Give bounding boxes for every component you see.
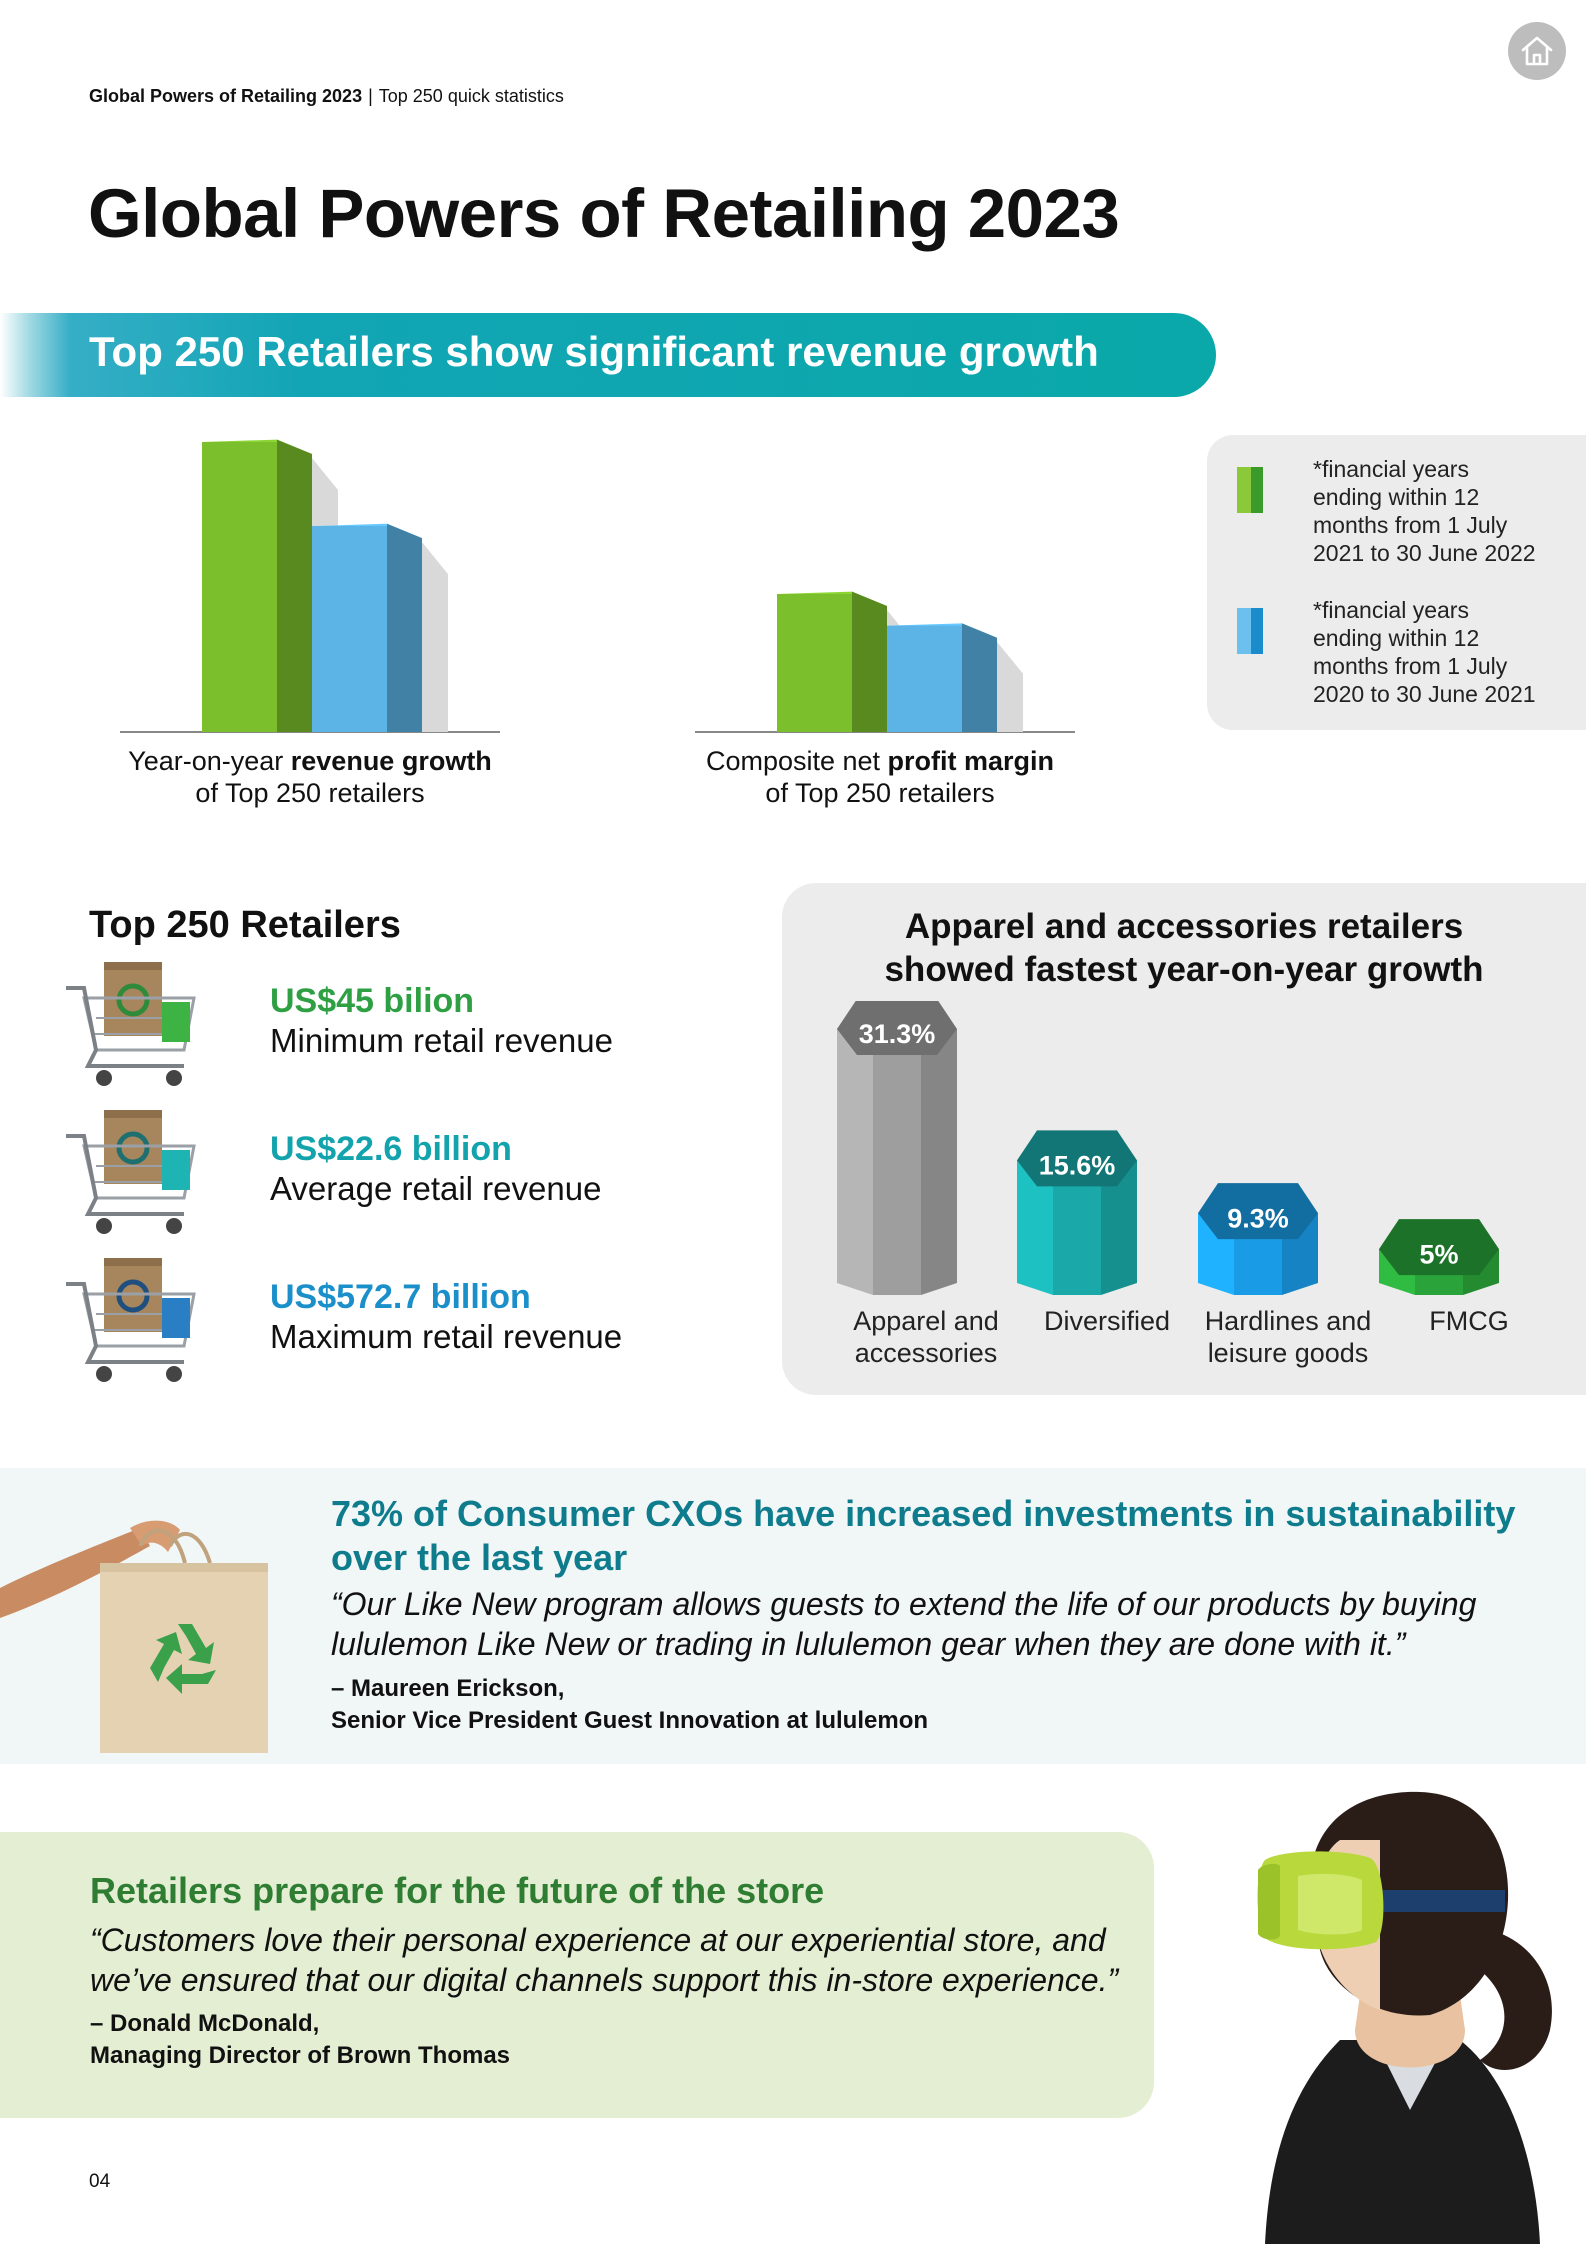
breadcrumb-title: Global Powers of Retailing 2023 bbox=[89, 86, 363, 106]
sustainability-quote: “Our Like New program allows guests to e… bbox=[331, 1584, 1571, 1664]
breadcrumb-section: Top 250 quick statistics bbox=[378, 86, 564, 106]
data-label: 5% bbox=[1419, 1239, 1458, 1269]
chart-bar bbox=[312, 523, 448, 732]
attribution-line: – Maureen Erickson, bbox=[331, 1675, 565, 1702]
legend-text: *financial years ending within 12 months… bbox=[1313, 596, 1573, 708]
quote-line: we’ve ensured that our digital channels … bbox=[90, 1962, 1119, 1998]
section-banner: Top 250 Retailers show significant reven… bbox=[0, 313, 1216, 397]
breadcrumb-separator: | bbox=[368, 86, 373, 106]
future-store-section: Retailers prepare for the future of the … bbox=[0, 1832, 1154, 2118]
banner-text: Top 250 Retailers show significant reven… bbox=[89, 328, 1099, 375]
profit-margin-chart bbox=[695, 591, 1075, 733]
revenue-growth-chart bbox=[120, 439, 500, 733]
category-label: Diversified bbox=[1012, 1305, 1202, 1337]
quote-line: “Customers love their personal experienc… bbox=[90, 1922, 1106, 1958]
quote-line: “Our Like New program allows guests to e… bbox=[331, 1586, 1477, 1622]
category-bar bbox=[837, 1001, 957, 1295]
data-label: 31.3% bbox=[859, 1019, 936, 1049]
legend-line: *financial years bbox=[1313, 456, 1469, 482]
future-store-quote: “Customers love their personal experienc… bbox=[90, 1920, 1140, 2000]
stat-label: Average retail revenue bbox=[270, 1170, 602, 1207]
shopping-cart-icon bbox=[66, 1258, 196, 1382]
legend-swatch-blue bbox=[1237, 608, 1263, 654]
attribution-line: Managing Director of Brown Thomas bbox=[90, 2042, 511, 2069]
future-store-heading: Retailers prepare for the future of the … bbox=[90, 1870, 825, 1911]
chart-bar bbox=[887, 623, 1023, 732]
page-title: Global Powers of Retailing 2023 bbox=[88, 175, 1120, 252]
stat-value: US$572.7 billion bbox=[270, 1278, 531, 1316]
category-bar bbox=[1379, 1219, 1499, 1295]
stat-value: US$45 bilion bbox=[270, 982, 475, 1020]
recycle-bag-icon bbox=[0, 1520, 268, 1753]
category-growth-title: Apparel and accessories retailers showed… bbox=[782, 905, 1586, 991]
home-button[interactable] bbox=[1508, 22, 1566, 80]
vr-headset-person-icon bbox=[1257, 1791, 1552, 2244]
legend-line: ending within 12 bbox=[1313, 484, 1480, 510]
caption-line2: of Top 250 retailers bbox=[765, 778, 995, 808]
category-growth-panel: Apparel and accessories retailers showed… bbox=[782, 883, 1586, 1395]
legend-line: 2020 to 30 June 2021 bbox=[1313, 681, 1536, 707]
shopping-cart-icon bbox=[66, 1110, 196, 1234]
heading-line: over the last year bbox=[331, 1537, 628, 1578]
category-label-line: Diversified bbox=[1043, 1306, 1171, 1336]
category-bar bbox=[1017, 1130, 1137, 1295]
category-label-line: accessories bbox=[854, 1338, 998, 1368]
shopping-cart-icon bbox=[66, 962, 196, 1086]
attribution-line: Senior Vice President Guest Innovation a… bbox=[331, 1707, 929, 1734]
legend-text: *financial years ending within 12 months… bbox=[1313, 455, 1573, 567]
legend-line: months from 1 July bbox=[1313, 512, 1508, 538]
breadcrumb: Global Powers of Retailing 2023 | Top 250 … bbox=[89, 86, 564, 107]
chart-legend: *financial years ending within 12 months… bbox=[1207, 435, 1586, 730]
title-line: showed fastest year-on-year growth bbox=[884, 950, 1484, 989]
sustainability-attribution: – Maureen Erickson, Senior Vice Presiden… bbox=[331, 1673, 928, 1737]
legend-line: *financial years bbox=[1313, 597, 1469, 623]
data-label: 15.6% bbox=[1039, 1151, 1116, 1181]
stat-label: Minimum retail revenue bbox=[270, 1022, 613, 1059]
title-line: Apparel and accessories retailers bbox=[904, 907, 1464, 946]
caption-pre: Composite net bbox=[705, 746, 888, 776]
caption-bold: revenue growth bbox=[290, 746, 492, 776]
category-label-line: leisure goods bbox=[1207, 1338, 1369, 1368]
attribution-line: – Donald McDonald, bbox=[90, 2010, 320, 2037]
sustainability-section: 73% of Consumer CXOs have increased inve… bbox=[0, 1468, 1586, 1764]
category-bar bbox=[1198, 1183, 1318, 1295]
profit-margin-caption: Composite net profit margin of Top 250 r… bbox=[650, 745, 1110, 809]
sustainability-heading: 73% of Consumer CXOs have increased inve… bbox=[331, 1492, 1561, 1580]
stat-value: US$22.6 billion bbox=[270, 1130, 512, 1168]
home-icon bbox=[1521, 36, 1553, 66]
caption-pre: Year-on-year bbox=[128, 746, 291, 776]
heading-line: 73% of Consumer CXOs have increased inve… bbox=[331, 1493, 1516, 1534]
future-store-attribution: – Donald McDonald, Managing Director of … bbox=[90, 2008, 510, 2072]
category-label: Hardlines and leisure goods bbox=[1193, 1305, 1383, 1369]
legend-line: ending within 12 bbox=[1313, 625, 1480, 651]
category-label-line: FMCG bbox=[1429, 1306, 1509, 1336]
category-label-line: Apparel and bbox=[853, 1306, 999, 1336]
caption-bold: profit margin bbox=[887, 746, 1055, 776]
legend-line: 2021 to 30 June 2022 bbox=[1313, 540, 1536, 566]
revenue-growth-caption: Year-on-year revenue growth of Top 250 r… bbox=[80, 745, 540, 809]
page-number: 04 bbox=[89, 2171, 111, 2192]
category-label: FMCG bbox=[1374, 1305, 1564, 1337]
caption-line2: of Top 250 retailers bbox=[195, 778, 425, 808]
category-growth-chart: 31.3% 15.6% 9.3% 5% bbox=[837, 1001, 1499, 1295]
category-label-line: Hardlines and bbox=[1204, 1306, 1372, 1336]
top250-heading: Top 250 Retailers bbox=[89, 904, 401, 946]
top250-stats: US$45 bilion Minimum retail revenue US$2… bbox=[0, 960, 760, 1400]
stat-label: Maximum retail revenue bbox=[270, 1318, 623, 1355]
quote-line: lululemon Like New or trading in lululem… bbox=[331, 1626, 1406, 1662]
category-label: Apparel and accessories bbox=[831, 1305, 1021, 1369]
legend-line: months from 1 July bbox=[1313, 653, 1508, 679]
legend-swatch-green bbox=[1237, 467, 1263, 513]
data-label: 9.3% bbox=[1227, 1203, 1289, 1233]
